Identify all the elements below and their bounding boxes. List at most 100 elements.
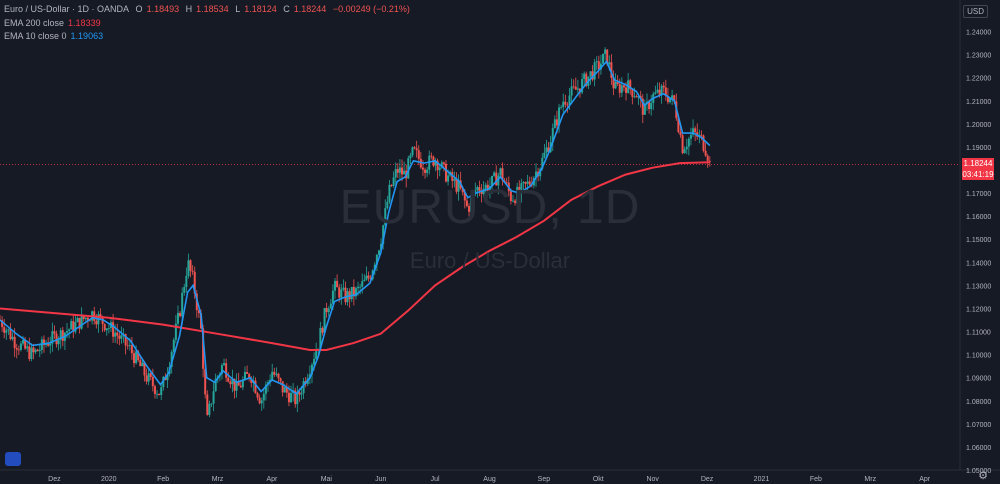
- candle-body: [302, 381, 305, 394]
- candle-body: [522, 182, 525, 184]
- tradingview-logo-icon: [5, 452, 21, 466]
- candle-body: [68, 329, 71, 332]
- candle-body: [520, 183, 523, 194]
- candle-body: [363, 279, 366, 282]
- legend-ema200[interactable]: EMA 200 close 1.18339: [4, 18, 101, 28]
- candle-body: [447, 175, 450, 182]
- candle-body: [499, 168, 502, 176]
- candle-body: [145, 375, 148, 382]
- candle-body: [86, 317, 89, 321]
- candle-body: [610, 62, 613, 78]
- candle-body: [310, 364, 313, 375]
- candle-body: [321, 327, 324, 333]
- candle-body: [461, 188, 464, 193]
- candle-body: [602, 53, 605, 64]
- candle-body: [246, 372, 249, 374]
- settings-icon[interactable]: ⚙: [978, 470, 988, 482]
- candle-body: [599, 63, 602, 70]
- candle-body: [223, 363, 226, 366]
- candle-body: [166, 373, 169, 381]
- candle-body: [273, 371, 276, 375]
- candle-body: [604, 49, 607, 54]
- ema-200-line: [0, 161, 710, 351]
- candle-body: [206, 394, 209, 415]
- candle-body: [704, 150, 707, 156]
- candle-body: [388, 184, 391, 202]
- candle-body: [578, 88, 581, 93]
- x-tick-label: Apr: [919, 476, 931, 483]
- candle-body: [426, 169, 429, 173]
- candle-body: [202, 328, 205, 369]
- candle-body: [593, 62, 596, 80]
- candle-body: [260, 400, 263, 404]
- candle-body: [99, 314, 102, 317]
- candle-body: [350, 286, 353, 300]
- candle-body: [3, 327, 6, 333]
- candle-body: [681, 135, 684, 154]
- candle-body: [541, 157, 544, 169]
- candle-body: [424, 169, 427, 173]
- currency-label[interactable]: USD: [963, 5, 988, 18]
- candle-body: [685, 146, 688, 150]
- candle-body: [248, 373, 251, 379]
- x-tick-label: Feb: [157, 476, 169, 483]
- candle-body: [625, 87, 628, 93]
- candle-body: [357, 286, 360, 289]
- candle-body: [32, 347, 35, 353]
- candle-body: [233, 378, 236, 391]
- candle-body: [440, 162, 443, 168]
- candle-body: [572, 86, 575, 88]
- x-tick-label: Mrz: [864, 476, 876, 483]
- candle-body: [367, 275, 370, 279]
- candle-body: [220, 365, 223, 375]
- candle-body: [386, 201, 389, 209]
- candle-body: [197, 310, 200, 314]
- legend-main: Euro / US-Dollar · 1D · OANDA O 1.18493 H…: [4, 4, 418, 14]
- candle-body: [497, 175, 500, 186]
- candle-body: [673, 95, 676, 102]
- candle-body: [313, 358, 316, 365]
- candle-body: [11, 336, 14, 340]
- candle-body: [256, 393, 259, 398]
- candle-body: [331, 290, 334, 304]
- candle-body: [576, 88, 579, 90]
- candle-body: [262, 393, 265, 401]
- candle-body: [474, 189, 477, 193]
- candle-body: [22, 339, 25, 344]
- x-tick-label: 2021: [754, 476, 770, 483]
- candle-body: [622, 85, 625, 88]
- candle-body: [82, 315, 85, 320]
- candle-body: [375, 254, 378, 265]
- candle-body: [526, 181, 529, 184]
- candle-body: [518, 186, 521, 194]
- candle-body: [654, 92, 657, 94]
- candle-body: [5, 330, 8, 333]
- candle-body: [390, 184, 393, 186]
- candle-body: [229, 381, 232, 385]
- candle-body: [34, 349, 37, 353]
- candle-body: [208, 403, 211, 415]
- watermark-symbol: EURUSD, 1D: [339, 181, 641, 234]
- candle-body: [329, 303, 332, 309]
- y-tick-label: 1.20000: [966, 122, 991, 129]
- candle-body: [1, 320, 4, 328]
- candle-body: [493, 172, 496, 176]
- candle-body: [669, 98, 672, 103]
- candle-body: [656, 89, 659, 93]
- symbol-title[interactable]: Euro / US-Dollar · 1D · OANDA: [4, 4, 130, 14]
- legend-ema10[interactable]: EMA 10 close 0 1.19063: [4, 31, 104, 41]
- candle-body: [237, 381, 240, 386]
- candle-body: [451, 172, 454, 181]
- candle-body: [591, 71, 594, 80]
- candle-body: [369, 278, 372, 280]
- x-tick-label: Nov: [646, 476, 659, 483]
- candle-body: [702, 135, 705, 151]
- candle-body: [635, 96, 638, 98]
- ohlc-values: O 1.18493 H 1.18534 L 1.18124 C 1.18244 −0.0…: [135, 4, 410, 14]
- candle-body: [377, 250, 380, 255]
- time-axis: Dez 2020 Feb Mrz Apr Mai Jun Jul Aug Sep Okt Nov Dez…: [48, 476, 931, 483]
- y-tick-label: 1.24000: [966, 30, 991, 37]
- candle-body: [141, 362, 144, 367]
- candle-body: [478, 187, 481, 192]
